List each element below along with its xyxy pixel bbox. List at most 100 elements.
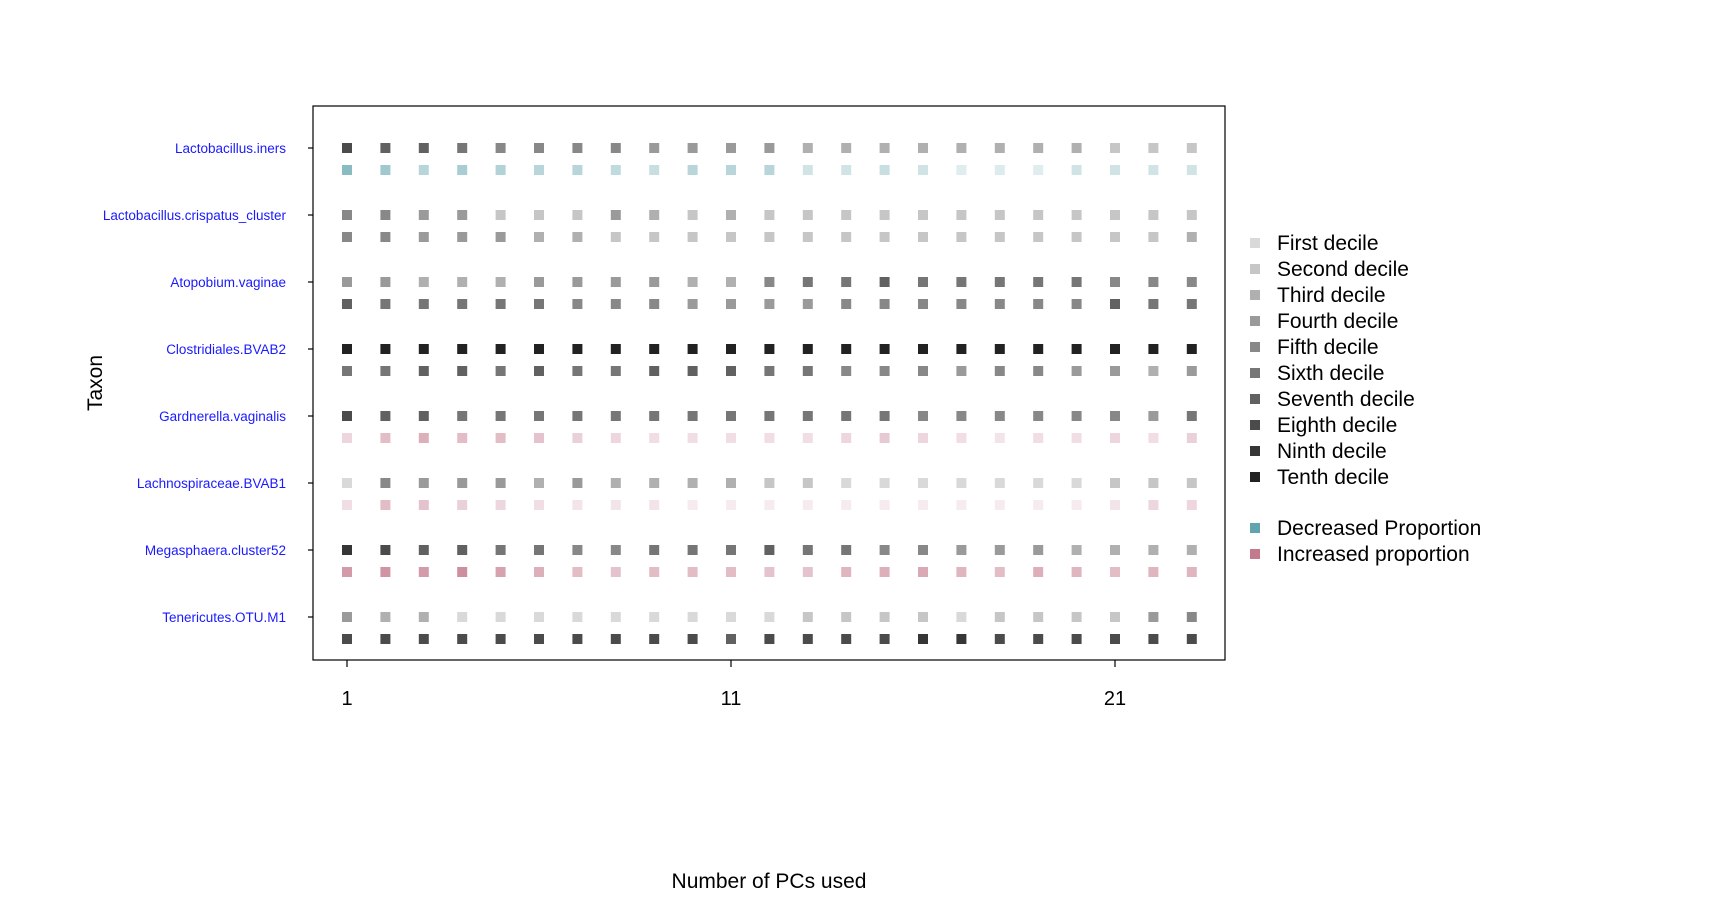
abundance-mark	[610, 143, 621, 153]
proportion-mark	[457, 299, 468, 309]
proportion-mark	[610, 366, 621, 376]
proportion-mark	[1033, 433, 1044, 443]
taxon-label: Megasphaera.cluster52	[145, 543, 286, 558]
proportion-mark	[994, 433, 1005, 443]
abundance-mark	[1033, 277, 1044, 287]
proportion-mark	[1071, 232, 1082, 242]
abundance-mark	[956, 344, 967, 354]
abundance-mark	[879, 478, 890, 488]
abundance-mark	[879, 277, 890, 287]
abundance-mark	[1071, 277, 1082, 287]
abundance-mark	[879, 612, 890, 622]
abundance-mark	[1148, 210, 1159, 220]
proportion-mark	[726, 299, 736, 309]
proportion-mark	[764, 232, 775, 242]
proportion-mark	[1186, 634, 1197, 644]
taxon-label: Lactobacillus.iners	[175, 141, 286, 156]
taxon-label: Gardnerella.vaginalis	[159, 409, 286, 424]
abundance-mark	[342, 277, 352, 287]
proportion-mark	[802, 366, 813, 376]
legend-label: Tenth decile	[1277, 466, 1389, 489]
proportion-mark	[687, 500, 698, 510]
proportion-mark	[342, 366, 352, 376]
abundance-mark	[342, 478, 352, 488]
abundance-mark	[1033, 143, 1044, 153]
proportion-mark	[534, 634, 544, 644]
abundance-mark	[1186, 545, 1197, 555]
abundance-mark	[380, 545, 391, 555]
abundance-mark	[764, 143, 775, 153]
x-axis: 1 11 21	[341, 660, 1126, 710]
proportion-mark	[841, 232, 852, 242]
abundance-mark	[495, 612, 506, 622]
abundance-mark	[534, 277, 544, 287]
proportion-mark	[380, 567, 391, 577]
legend-swatch	[1250, 264, 1260, 274]
proportion-mark	[610, 500, 621, 510]
legend-swatch	[1250, 420, 1260, 430]
proportion-mark	[918, 232, 928, 242]
abundance-mark	[610, 210, 621, 220]
abundance-mark	[918, 344, 928, 354]
proportion-mark	[726, 567, 736, 577]
abundance-mark	[1110, 411, 1120, 421]
abundance-mark	[1148, 143, 1159, 153]
abundance-mark	[802, 143, 813, 153]
proportion-mark	[418, 232, 429, 242]
proportion-mark	[418, 567, 429, 577]
proportion-mark	[918, 433, 928, 443]
proportion-mark	[1110, 299, 1120, 309]
taxon-label: Clostridiales.BVAB2	[166, 342, 286, 357]
proportion-mark	[418, 299, 429, 309]
proportion-mark	[1033, 634, 1044, 644]
abundance-mark	[879, 143, 890, 153]
proportion-mark	[841, 634, 852, 644]
proportion-mark	[994, 567, 1005, 577]
abundance-mark	[687, 143, 698, 153]
proportion-mark	[1033, 232, 1044, 242]
abundance-mark	[956, 277, 967, 287]
proportion-mark	[879, 433, 890, 443]
abundance-mark	[457, 344, 468, 354]
abundance-mark	[380, 277, 391, 287]
proportion-mark	[764, 433, 775, 443]
proportion-mark	[841, 500, 852, 510]
proportion-mark	[534, 567, 544, 577]
abundance-mark	[1033, 411, 1044, 421]
legend-swatch	[1250, 549, 1260, 559]
legend-label: Decreased Proportion	[1277, 517, 1481, 540]
abundance-mark	[1110, 344, 1120, 354]
proportion-mark	[687, 634, 698, 644]
taxon-label: Lachnospiraceae.BVAB1	[137, 476, 286, 491]
proportion-mark	[918, 567, 928, 577]
abundance-mark	[1186, 344, 1197, 354]
abundance-mark	[649, 612, 660, 622]
abundance-mark	[1033, 478, 1044, 488]
abundance-mark	[495, 344, 506, 354]
proportion-mark	[956, 567, 967, 577]
proportion-mark	[380, 366, 391, 376]
proportion-mark	[1186, 165, 1197, 175]
proportion-mark	[879, 165, 890, 175]
legend-swatch	[1250, 368, 1260, 378]
proportion-mark	[1033, 165, 1044, 175]
abundance-mark	[649, 143, 660, 153]
proportion-mark	[956, 634, 967, 644]
proportion-mark	[956, 165, 967, 175]
abundance-mark	[572, 612, 583, 622]
proportion-mark	[764, 165, 775, 175]
proportion-mark	[1071, 433, 1082, 443]
abundance-mark	[1033, 545, 1044, 555]
abundance-mark	[956, 545, 967, 555]
proportion-mark	[572, 433, 583, 443]
abundance-mark	[1148, 478, 1159, 488]
proportion-mark	[380, 634, 391, 644]
abundance-mark	[380, 478, 391, 488]
abundance-mark	[534, 344, 544, 354]
proportion-mark	[418, 165, 429, 175]
abundance-mark	[841, 612, 852, 622]
proportion-mark	[1071, 500, 1082, 510]
abundance-mark	[764, 545, 775, 555]
abundance-mark	[994, 143, 1005, 153]
proportion-mark	[1071, 634, 1082, 644]
